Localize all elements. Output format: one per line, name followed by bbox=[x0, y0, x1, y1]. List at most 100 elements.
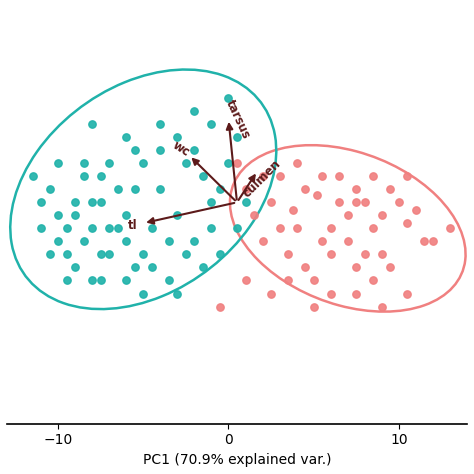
Point bbox=[139, 251, 147, 258]
Point bbox=[225, 94, 232, 102]
Text: tl: tl bbox=[128, 219, 138, 232]
Point bbox=[336, 173, 343, 180]
Point bbox=[267, 290, 275, 297]
Point bbox=[105, 225, 113, 232]
Text: wc: wc bbox=[170, 138, 192, 159]
Point bbox=[284, 277, 292, 284]
Point bbox=[378, 251, 386, 258]
Point bbox=[267, 199, 275, 206]
Point bbox=[29, 173, 36, 180]
Point bbox=[293, 225, 301, 232]
Point bbox=[165, 237, 173, 245]
Point bbox=[37, 225, 45, 232]
Point bbox=[88, 277, 96, 284]
Point bbox=[114, 185, 121, 193]
Point bbox=[55, 211, 62, 219]
Point bbox=[182, 251, 190, 258]
Point bbox=[191, 146, 198, 154]
Point bbox=[122, 211, 130, 219]
Point bbox=[105, 159, 113, 167]
Point bbox=[191, 107, 198, 115]
Point bbox=[387, 264, 394, 271]
Point bbox=[122, 277, 130, 284]
Point bbox=[327, 225, 335, 232]
Point bbox=[55, 237, 62, 245]
Point bbox=[173, 133, 181, 141]
Point bbox=[259, 237, 266, 245]
Point bbox=[71, 211, 79, 219]
Point bbox=[353, 185, 360, 193]
Point bbox=[313, 191, 321, 198]
Point bbox=[319, 237, 326, 245]
Point bbox=[216, 251, 224, 258]
Point bbox=[361, 199, 369, 206]
Point bbox=[131, 264, 138, 271]
Point bbox=[55, 159, 62, 167]
Point bbox=[370, 173, 377, 180]
Point bbox=[156, 120, 164, 128]
Point bbox=[446, 225, 454, 232]
Point bbox=[156, 185, 164, 193]
Point bbox=[165, 277, 173, 284]
Point bbox=[173, 211, 181, 219]
Point bbox=[225, 159, 232, 167]
Point bbox=[395, 199, 403, 206]
Point bbox=[80, 237, 87, 245]
Point bbox=[173, 290, 181, 297]
Point bbox=[327, 290, 335, 297]
Point bbox=[404, 219, 411, 227]
Point bbox=[88, 225, 96, 232]
Point bbox=[97, 199, 104, 206]
Text: tarsus: tarsus bbox=[223, 97, 253, 141]
Point bbox=[63, 251, 70, 258]
Point bbox=[216, 185, 224, 193]
Point bbox=[122, 133, 130, 141]
Point bbox=[276, 225, 283, 232]
Point bbox=[131, 185, 138, 193]
Point bbox=[387, 185, 394, 193]
Point bbox=[208, 120, 215, 128]
Point bbox=[199, 264, 207, 271]
Point bbox=[242, 199, 249, 206]
Point bbox=[242, 277, 249, 284]
Point bbox=[208, 225, 215, 232]
Point bbox=[370, 277, 377, 284]
Point bbox=[412, 206, 419, 214]
Point bbox=[97, 277, 104, 284]
Point bbox=[353, 264, 360, 271]
Point bbox=[182, 159, 190, 167]
Point bbox=[233, 225, 241, 232]
Point bbox=[63, 225, 70, 232]
Point bbox=[310, 303, 318, 310]
Point bbox=[71, 264, 79, 271]
Point bbox=[233, 159, 241, 167]
Point bbox=[71, 199, 79, 206]
Point bbox=[122, 237, 130, 245]
Point bbox=[148, 264, 155, 271]
Point bbox=[88, 120, 96, 128]
Point bbox=[242, 185, 249, 193]
Point bbox=[80, 159, 87, 167]
Point bbox=[353, 290, 360, 297]
Point bbox=[353, 199, 360, 206]
Point bbox=[344, 211, 352, 219]
Point bbox=[88, 199, 96, 206]
Point bbox=[420, 237, 428, 245]
Point bbox=[97, 251, 104, 258]
Point bbox=[404, 173, 411, 180]
Point bbox=[199, 173, 207, 180]
Point bbox=[276, 173, 283, 180]
Point bbox=[148, 225, 155, 232]
Point bbox=[46, 251, 54, 258]
Point bbox=[301, 185, 309, 193]
Point bbox=[429, 237, 437, 245]
Point bbox=[216, 303, 224, 310]
Point bbox=[131, 146, 138, 154]
Point bbox=[105, 251, 113, 258]
Point bbox=[344, 237, 352, 245]
Point bbox=[361, 251, 369, 258]
Point bbox=[80, 173, 87, 180]
Point bbox=[327, 251, 335, 258]
Point bbox=[233, 133, 241, 141]
Point bbox=[301, 264, 309, 271]
